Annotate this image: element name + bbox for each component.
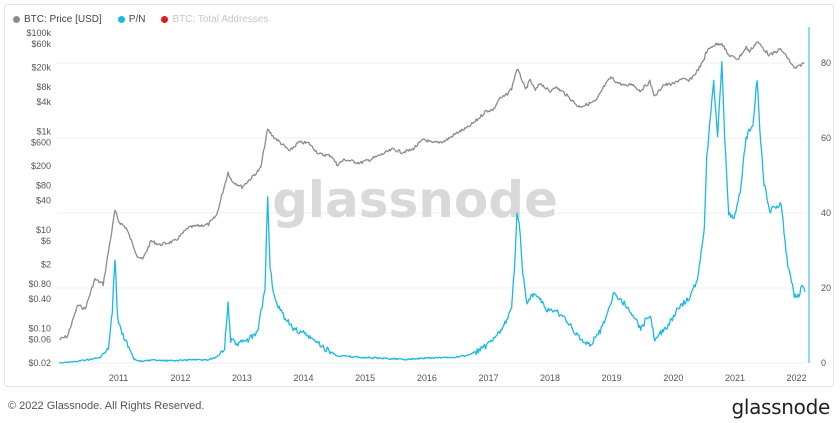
legend-dot-pn — [117, 16, 125, 23]
x-axis-tick-label: 2011 — [109, 373, 128, 383]
right-axis-ticks: 0 20 40 60 80 — [821, 58, 831, 368]
x-axis-tick-label: 2013 — [232, 373, 252, 383]
left-axis-tick-label: $2 — [41, 259, 51, 269]
chart-svg: glassnode $100k$60k$20k$8k$4k$1k$600$200… — [26, 27, 831, 383]
x-axis-tick-label: 2019 — [602, 373, 622, 383]
watermark-logo: glassnode — [272, 171, 558, 229]
left-axis-tick-label: $0.80 — [28, 279, 51, 289]
x-axis-tick-label: 2015 — [355, 373, 375, 383]
legend: BTC: Price [USD] P/N BTC: Total Addresse… — [13, 14, 268, 25]
right-axis-tick-label: 60 — [821, 133, 831, 143]
x-axis-tick-label: 2021 — [725, 373, 745, 383]
left-axis-ticks: $100k$60k$20k$8k$4k$1k$600$200$80$40$10$… — [26, 28, 51, 368]
x-axis-ticks: 2011 2012 2013 2014 2015 2016 2017 2018 2019 2020… — [109, 373, 807, 383]
left-axis-tick-label: $6 — [41, 236, 51, 246]
right-axis-tick-label: 0 — [821, 358, 826, 368]
left-axis-tick-label: $10 — [36, 225, 51, 235]
x-axis-tick-label: 2014 — [294, 373, 314, 383]
left-axis-tick-label: $100k — [26, 28, 51, 38]
series-line-price — [59, 41, 805, 341]
left-axis-tick-label: $8k — [36, 82, 51, 92]
footer: © 2022 Glassnode. All Rights Reserved. g… — [0, 390, 840, 423]
left-axis-tick-label: $80 — [36, 181, 51, 191]
left-axis-tick-label: $0.10 — [28, 324, 51, 334]
left-axis-tick-label: $4k — [36, 97, 51, 107]
grid-lines — [57, 62, 805, 364]
left-axis-tick-label: $200 — [31, 161, 51, 171]
x-axis-tick-label: 2022 — [787, 373, 807, 383]
brand-logo[interactable]: glassnode — [731, 395, 830, 419]
legend-label-price: BTC: Price [USD] — [24, 14, 102, 25]
left-axis-tick-label: $60k — [31, 39, 51, 49]
series-line-pn — [59, 61, 806, 364]
legend-label-pn: P/N — [128, 14, 146, 25]
x-axis-tick-label: 2017 — [478, 373, 498, 383]
x-axis-tick-label: 2018 — [540, 373, 560, 383]
x-axis-tick-label: 2020 — [663, 373, 683, 383]
legend-dot-total-addresses — [161, 16, 169, 23]
right-axis-tick-label: 80 — [821, 58, 831, 68]
left-axis-tick-label: $0.06 — [28, 334, 51, 344]
left-axis-tick-label: $0.40 — [28, 294, 51, 304]
x-axis-tick-label: 2012 — [170, 373, 190, 383]
right-axis-tick-label: 20 — [821, 283, 831, 293]
x-axis-tick-label: 2016 — [417, 373, 437, 383]
copyright-text: © 2022 Glassnode. All Rights Reserved. — [8, 400, 205, 412]
series-layer — [59, 41, 806, 364]
right-axis-tick-label: 40 — [821, 208, 831, 218]
chart-panel: glassnode $100k $60k $20k $8k $4k $1k $600 $200… — [4, 4, 834, 387]
left-axis-tick-label: $20k — [31, 62, 51, 72]
legend-item-total-addresses[interactable]: BTC: Total Addresses — [161, 14, 268, 25]
left-axis-tick-label: $600 — [31, 137, 51, 147]
left-axis-tick-label: $0.02 — [28, 358, 51, 368]
legend-label-total-addresses: BTC: Total Addresses — [172, 14, 269, 25]
legend-item-pn[interactable]: P/N — [117, 14, 146, 25]
left-axis-tick-label: $40 — [36, 195, 51, 205]
legend-dot-price — [13, 16, 20, 23]
left-axis-tick-label: $1k — [36, 127, 51, 137]
legend-item-price[interactable]: BTC: Price [USD] — [13, 14, 102, 25]
